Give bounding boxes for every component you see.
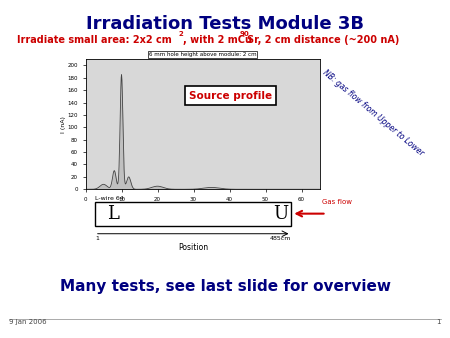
Text: Source profile: Source profile — [189, 91, 272, 101]
Text: Irradiation Tests Module 3B: Irradiation Tests Module 3B — [86, 15, 364, 33]
Text: NB: gas flow from Upper to Lower: NB: gas flow from Upper to Lower — [321, 68, 426, 158]
Text: U: U — [273, 204, 288, 223]
Text: L-wire 64: L-wire 64 — [95, 196, 124, 201]
Text: 1: 1 — [436, 319, 441, 325]
Text: , with 2 mCu: , with 2 mCu — [183, 35, 256, 45]
Text: 9 Jan 2006: 9 Jan 2006 — [9, 319, 47, 325]
Title: 6 mm hole height above module: 2 cm: 6 mm hole height above module: 2 cm — [148, 52, 256, 57]
Text: Position: Position — [178, 243, 208, 252]
Text: 485cm: 485cm — [270, 237, 292, 241]
X-axis label: wirenumber: wirenumber — [184, 203, 221, 208]
Text: Many tests, see last slide for overview: Many tests, see last slide for overview — [59, 279, 391, 294]
Text: Gas flow: Gas flow — [322, 199, 352, 205]
Y-axis label: I (nA): I (nA) — [61, 116, 66, 132]
Text: Irradiate small area: 2x2 cm: Irradiate small area: 2x2 cm — [17, 35, 171, 45]
Text: Sr, 2 cm distance (~200 nA): Sr, 2 cm distance (~200 nA) — [247, 35, 399, 45]
Text: 90: 90 — [239, 31, 249, 37]
Bar — [95, 202, 292, 225]
Text: 1: 1 — [95, 237, 99, 241]
Text: 2: 2 — [179, 31, 184, 37]
Text: L: L — [107, 204, 118, 223]
